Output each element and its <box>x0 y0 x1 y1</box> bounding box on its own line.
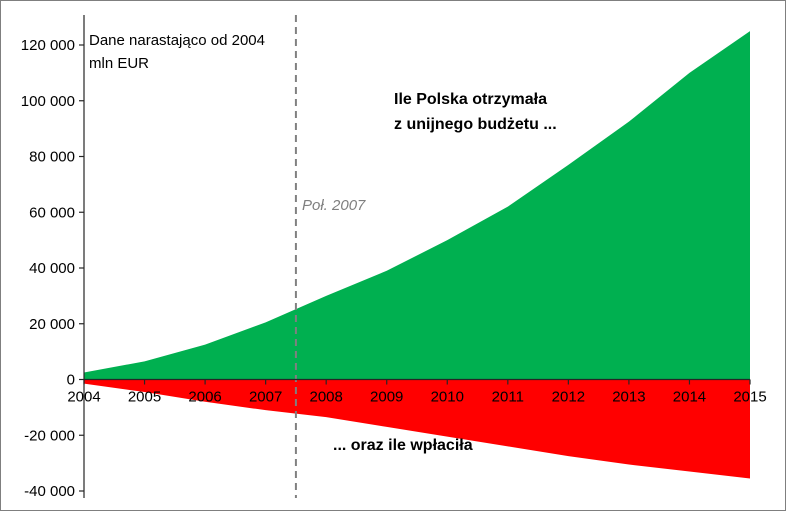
y-tick-label: -20 000 <box>24 427 75 444</box>
y-tick-label: 20 000 <box>29 316 75 333</box>
note-line2: mln EUR <box>89 55 150 72</box>
data-note: Dane narastająco od 2004 mln EUR <box>89 29 265 75</box>
y-tick-label: 120 000 <box>21 37 75 54</box>
received-annotation: Ile Polska otrzymała z unijnego budżetu … <box>394 87 557 137</box>
x-tick-label: 2010 <box>431 389 464 406</box>
x-tick-label: 2008 <box>309 389 342 406</box>
x-tick-label: 2004 <box>67 389 100 406</box>
x-tick-label: 2012 <box>552 389 585 406</box>
x-tick-label: 2005 <box>128 389 161 406</box>
x-tick-label: 2009 <box>370 389 403 406</box>
vline-annotation: Poł. 2007 <box>302 197 366 214</box>
area-received <box>84 31 750 380</box>
y-tick-label: 60 000 <box>29 204 75 221</box>
x-tick-label: 2013 <box>612 389 645 406</box>
y-tick-label: 80 000 <box>29 149 75 166</box>
area-paid <box>84 379 750 479</box>
y-tick-label: 40 000 <box>29 260 75 277</box>
received-line1: Ile Polska otrzymała <box>394 91 547 108</box>
received-line2: z unijnego budżetu ... <box>394 116 557 133</box>
x-tick-label: 2014 <box>673 389 706 406</box>
x-tick-label: 2006 <box>188 389 221 406</box>
y-tick-label: -40 000 <box>24 483 75 500</box>
x-tick-label: 2007 <box>249 389 282 406</box>
x-tick-label: 2011 <box>492 389 524 406</box>
note-line1: Dane narastająco od 2004 <box>89 32 265 49</box>
paid-annotation: ... oraz ile wpłaciła <box>333 437 473 454</box>
x-tick-label: 2015 <box>733 389 766 406</box>
y-tick-label: 100 000 <box>21 93 75 110</box>
y-tick-label: 0 <box>67 372 75 389</box>
